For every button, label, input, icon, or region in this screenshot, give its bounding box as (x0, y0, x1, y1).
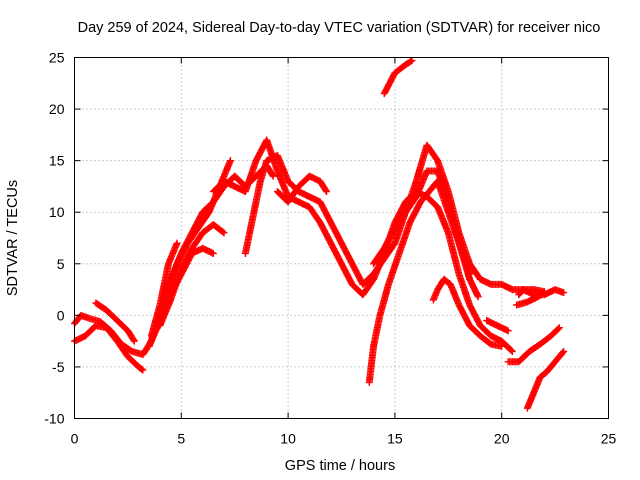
axis-ticks: 0 5 10 15 20 25 -10 -5 0 5 10 15 20 25 (44, 50, 616, 447)
data-point (322, 186, 330, 194)
data-point (516, 290, 524, 298)
data-point (323, 188, 331, 196)
x-tick-label: 15 (387, 431, 403, 447)
series-track (429, 275, 506, 350)
data-point (220, 229, 228, 237)
series-track (370, 167, 474, 278)
y-tick-label: -5 (52, 359, 65, 375)
y-tick-label: -10 (44, 411, 64, 427)
chart-title: Day 259 of 2024, Sidereal Day-to-day VTE… (78, 20, 601, 36)
x-axis-label: GPS time / hours (285, 458, 395, 474)
data-point (474, 293, 482, 301)
data-point (268, 171, 276, 179)
data-point (219, 228, 227, 236)
series-track (513, 286, 548, 309)
series-track (92, 299, 138, 345)
y-tick-label: 25 (49, 50, 65, 66)
y-tick-label: 15 (49, 153, 65, 169)
plot-frame (74, 57, 609, 419)
series-track (152, 157, 234, 335)
x-tick-label: 10 (280, 431, 296, 447)
data-point (560, 347, 568, 355)
y-tick-label: 0 (57, 307, 65, 323)
data-point (507, 346, 515, 354)
data-point (209, 249, 217, 257)
data-point (508, 347, 516, 355)
data-point (226, 157, 234, 165)
data-point (560, 289, 568, 297)
data-point (554, 325, 562, 333)
series-track (380, 57, 416, 98)
data-point (138, 365, 146, 373)
y-tick-label: 5 (57, 256, 65, 272)
data-point (130, 336, 138, 344)
x-tick-label: 20 (494, 431, 510, 447)
data-point (130, 337, 138, 345)
y-axis-label: SDTVAR / TECUs (5, 180, 21, 296)
data-points (71, 57, 568, 412)
x-tick-label: 0 (71, 431, 79, 447)
data-point (504, 327, 512, 335)
grid-lines (74, 57, 609, 419)
data-point (498, 342, 506, 350)
series-track (523, 347, 568, 412)
data-point (559, 349, 567, 357)
data-point (407, 57, 415, 65)
data-point (408, 57, 416, 65)
series-track (504, 324, 563, 366)
x-tick-label: 25 (601, 431, 617, 447)
x-tick-label: 5 (177, 431, 185, 447)
y-tick-label: 10 (49, 204, 65, 220)
data-point (269, 172, 277, 180)
data-point (515, 291, 523, 299)
series-track (147, 239, 181, 340)
data-point (139, 366, 147, 374)
data-point (466, 270, 474, 278)
series-track (483, 317, 512, 335)
data-point (555, 324, 563, 332)
series-track (273, 172, 331, 206)
series-track (156, 221, 228, 330)
y-tick-label: 20 (49, 101, 65, 117)
data-point (173, 239, 181, 247)
